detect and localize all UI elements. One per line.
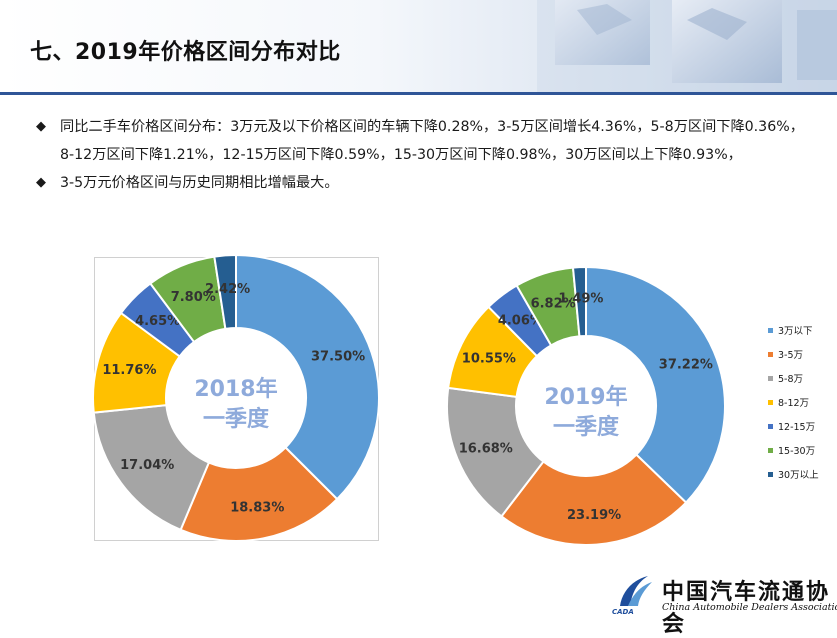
bullet-list: ◆ 同比二手车价格区间分布：3万元及以下价格区间的车辆下降0.28%，3-5万区… [36,113,816,197]
logo-name-en: China Automobile Dealers Association [662,602,837,613]
chart-2019-data-label-1: 23.19% [567,508,621,523]
logo-mark-text: CADA [612,608,634,616]
legend-label: 30万以上 [778,470,819,481]
chart-2018-data-label-1: 18.83% [230,500,284,515]
legend-swatch [768,471,773,477]
chart-legend: 3万以下 3-5万 5-8万 8-12万 12-15万 15-30万 30万以上 [768,318,819,486]
chart-2018-data-label-6: 2.42% [205,282,250,297]
diamond-bullet-icon: ◆ [36,119,46,134]
legend-swatch [768,447,773,453]
legend-swatch [768,351,773,357]
chart-2018-data-label-4: 4.65% [135,314,180,329]
legend-item-2: 5-8万 [768,366,819,390]
legend-item-0: 3万以下 [768,318,819,342]
chart-2018-data-label-2: 17.04% [120,458,174,473]
legend-item-6: 30万以上 [768,462,819,486]
chart-2018-data-label-0: 37.50% [311,350,365,365]
legend-label: 3万以下 [778,326,813,337]
legend-label: 8-12万 [778,398,810,409]
chart-2018-data-label-3: 11.76% [102,363,156,378]
association-logo: CADA 中国汽车流通协会 China Automobile Dealers A… [612,570,837,637]
chart-2019-slice-6 [571,265,587,338]
header-banner: 七、2019年价格区间分布对比 [0,0,837,92]
header-decorative-image [537,0,837,92]
chart-2018-center-label-0: 2018年 [194,376,277,402]
chart-2019-data-label-6: 1.49% [558,292,603,307]
legend-label: 5-8万 [778,374,804,385]
header-divider [0,92,837,95]
bullet-text: 同比二手车价格区间分布：3万元及以下价格区间的车辆下降0.28%，3-5万区间增… [60,119,804,163]
chart-2018-slice-0 [235,253,380,501]
chart-2019-center-label-0: 2019年 [544,384,627,410]
bullet-item: ◆ 同比二手车价格区间分布：3万元及以下价格区间的车辆下降0.28%，3-5万区… [36,113,816,169]
legend-label: 3-5万 [778,350,804,361]
legend-swatch [768,399,773,405]
legend-item-5: 15-30万 [768,438,819,462]
legend-item-1: 3-5万 [768,342,819,366]
legend-label: 12-15万 [778,422,816,433]
chart-2019-slice-1 [500,453,688,546]
chart-2019-data-label-5: 6.82% [531,297,576,312]
chart-2019-data-label-4: 4.06% [498,314,543,329]
chart-2018-data-label-5: 7.80% [171,290,216,305]
legend-swatch [768,423,773,429]
chart-2019-slice-0 [585,265,726,504]
chart-2018-center-label-1: 一季度 [203,406,270,432]
legend-swatch [768,327,773,333]
cada-logo-icon [620,576,652,606]
chart-2019-data-label-2: 16.68% [459,442,513,457]
legend-item-3: 8-12万 [768,390,819,414]
diamond-bullet-icon: ◆ [36,175,46,190]
bullet-item: ◆ 3-5万元价格区间与历史同期相比增幅最大。 [36,169,816,197]
chart-2019-center-label-1: 一季度 [553,414,620,440]
page-title: 七、2019年价格区间分布对比 [30,40,341,65]
bullet-text: 3-5万元价格区间与历史同期相比增幅最大。 [60,175,339,191]
chart-2018-slice-6 [213,253,237,330]
chart-2019-data-label-0: 37.22% [659,358,713,373]
legend-label: 15-30万 [778,446,816,457]
chart-2018-slice-2 [92,404,211,532]
chart-2018-slice-1 [179,446,339,542]
legend-item-4: 12-15万 [768,414,819,438]
legend-swatch [768,375,773,381]
chart-2019-data-label-3: 10.55% [462,352,516,367]
